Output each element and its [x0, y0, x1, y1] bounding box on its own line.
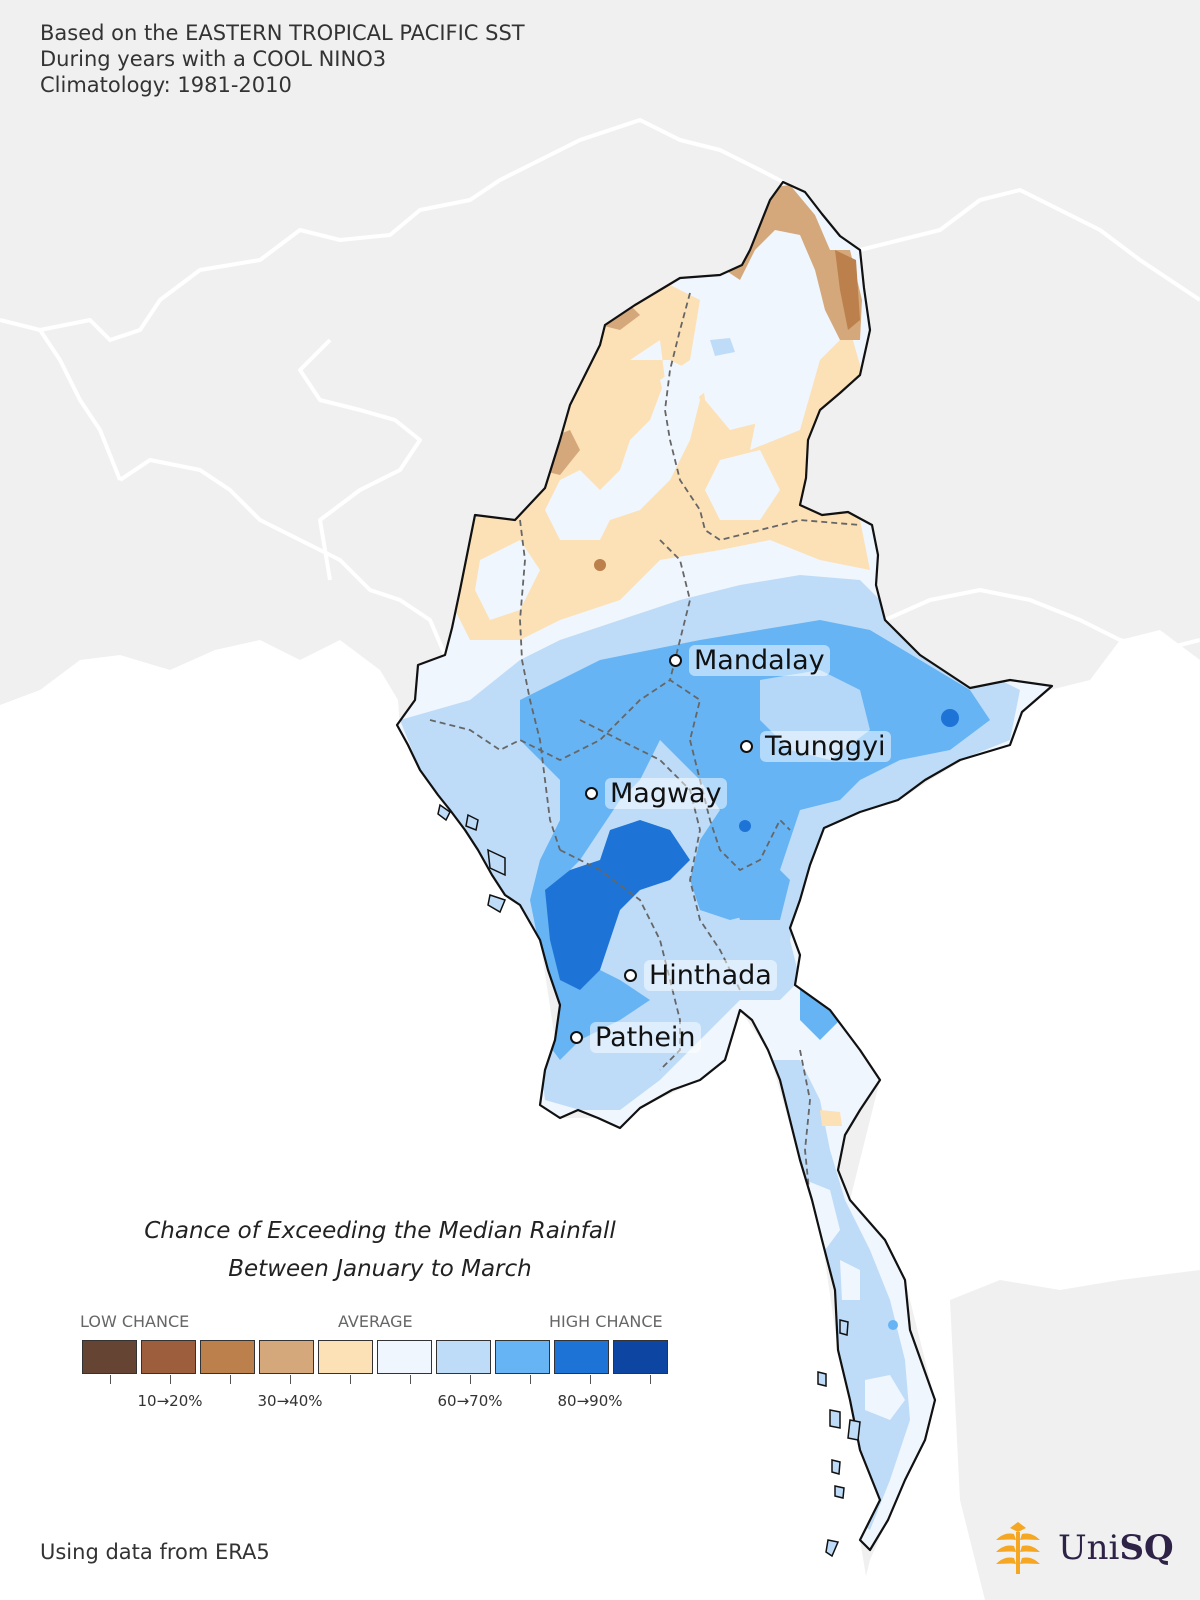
city-dot-icon	[570, 1031, 583, 1044]
logo-text-sq: SQ	[1119, 1528, 1174, 1568]
legend-tick	[590, 1375, 591, 1384]
legend-colorbar	[82, 1340, 672, 1374]
city-marker-taunggyi: Taunggyi	[740, 731, 891, 762]
city-marker-pathein: Pathein	[570, 1022, 701, 1053]
city-label: Pathein	[590, 1022, 701, 1053]
legend-tick-label: 80→90%	[557, 1392, 623, 1410]
legend-tick	[290, 1375, 291, 1384]
city-marker-magway: Magway	[585, 778, 727, 809]
legend-average-label: AVERAGE	[338, 1312, 413, 1331]
header-line-2: During years with a COOL NINO3	[40, 47, 387, 71]
legend-swatch	[82, 1340, 137, 1374]
city-label: Taunggyi	[760, 731, 891, 762]
myanmar-outline	[395, 180, 1054, 1552]
legend-tick-label: 10→20%	[137, 1392, 203, 1410]
legend-tick	[470, 1375, 471, 1384]
legend-tick	[530, 1375, 531, 1384]
legend-tick	[110, 1375, 111, 1384]
legend-tick-label: 30→40%	[257, 1392, 323, 1410]
legend-tick	[350, 1375, 351, 1384]
city-marker-mandalay: Mandalay	[669, 645, 830, 676]
legend-swatch	[495, 1340, 550, 1374]
city-marker-hinthada: Hinthada	[624, 960, 777, 991]
legend-high-label: HIGH CHANCE	[549, 1312, 663, 1331]
city-label: Magway	[605, 778, 727, 809]
header-line-3: Climatology: 1981-2010	[40, 73, 292, 97]
unisq-logo: UniSQ	[992, 1518, 1174, 1578]
header-line-1: Based on the EASTERN TROPICAL PACIFIC SS…	[40, 21, 525, 45]
legend-swatch	[141, 1340, 196, 1374]
country-borders	[0, 118, 1200, 1012]
southern-land	[950, 1270, 1200, 1600]
legend-tick	[650, 1375, 651, 1384]
legend-swatch	[259, 1340, 314, 1374]
logo-wordmark: UniSQ	[1058, 1528, 1174, 1568]
legend-swatch	[613, 1340, 668, 1374]
header-block: Based on the EASTERN TROPICAL PACIFIC SS…	[40, 20, 525, 98]
city-dot-icon	[624, 969, 637, 982]
city-dot-icon	[585, 787, 598, 800]
legend-tick	[170, 1375, 171, 1384]
legend-tick-label: 60→70%	[437, 1392, 503, 1410]
legend-tick	[410, 1375, 411, 1384]
legend-swatch	[377, 1340, 432, 1374]
logo-text-uni: Uni	[1058, 1528, 1120, 1568]
city-label: Mandalay	[689, 645, 830, 676]
legend-swatch	[436, 1340, 491, 1374]
city-label: Hinthada	[644, 960, 777, 991]
legend-swatch	[318, 1340, 373, 1374]
legend-swatch	[554, 1340, 609, 1374]
city-dot-icon	[740, 740, 753, 753]
data-source-note: Using data from ERA5	[40, 1540, 270, 1564]
islands	[437, 803, 861, 1558]
legend-title-line-1: Chance of Exceeding the Median Rainfall	[144, 1218, 616, 1244]
unisq-tree-icon	[996, 1522, 1040, 1574]
legend-title-line-2: Between January to March	[228, 1256, 532, 1282]
legend-swatch	[200, 1340, 255, 1374]
legend-tick	[230, 1375, 231, 1384]
legend-low-label: LOW CHANCE	[80, 1312, 190, 1331]
city-dot-icon	[669, 654, 682, 667]
